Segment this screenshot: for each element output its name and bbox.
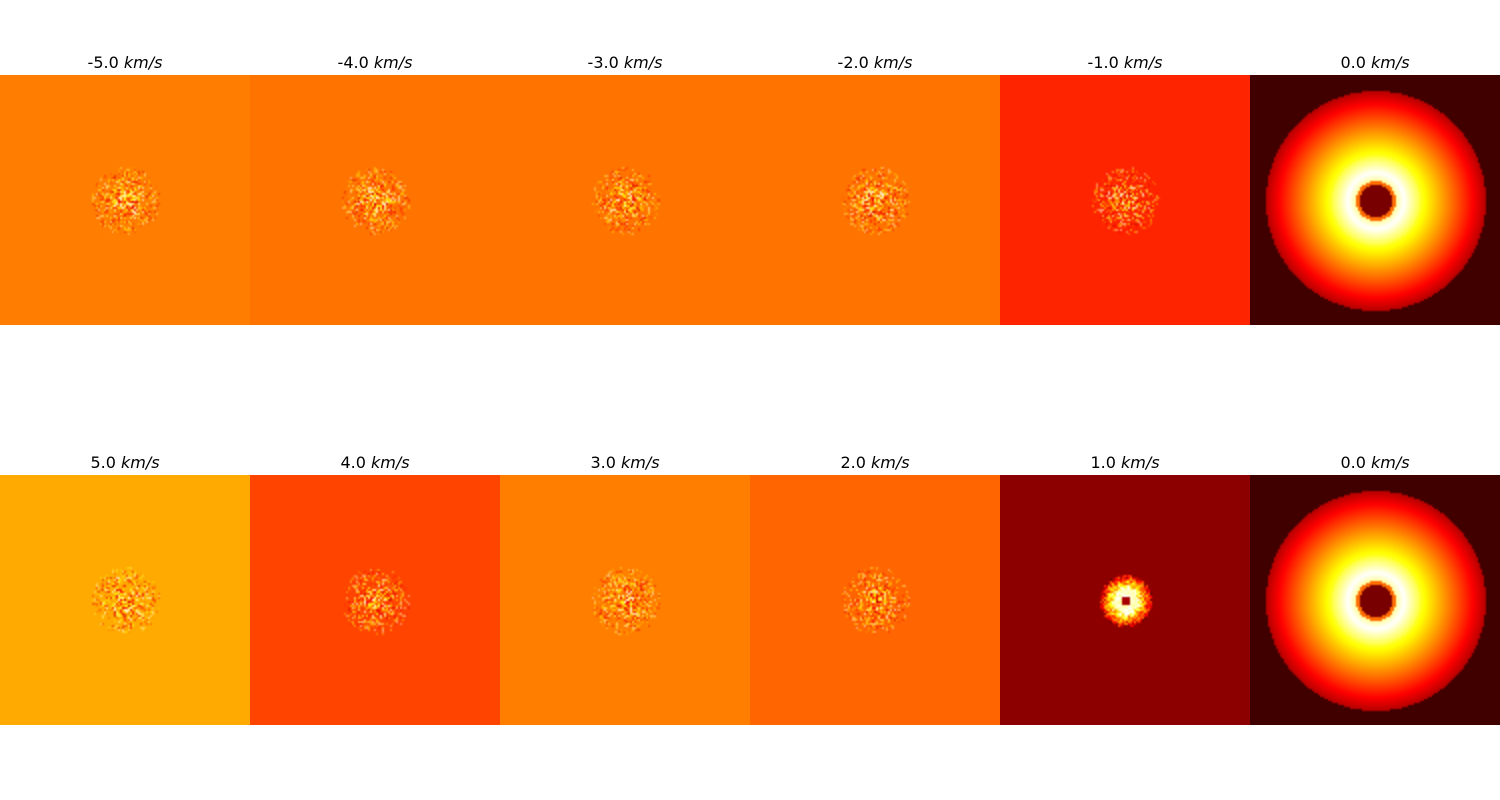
panel-row1-col4: -2.0 km/s	[750, 53, 1000, 325]
channel-image	[1250, 75, 1500, 325]
panel-row1-col6: 0.0 km/s	[1250, 53, 1500, 325]
panel-title: 0.0 km/s	[1340, 453, 1410, 472]
channel-image	[1000, 475, 1250, 725]
channel-image	[0, 75, 250, 325]
channel-image	[750, 75, 1000, 325]
panel-row2-col1: 5.0 km/s	[0, 453, 250, 725]
panel-title: 3.0 km/s	[590, 453, 660, 472]
channel-image	[1000, 75, 1250, 325]
panel-row2-col5: 1.0 km/s	[1000, 453, 1250, 725]
panel-title: -4.0 km/s	[337, 53, 413, 72]
panel-title: -5.0 km/s	[87, 53, 163, 72]
channel-image	[500, 475, 750, 725]
panel-title: 4.0 km/s	[340, 453, 410, 472]
channel-image	[1250, 475, 1500, 725]
panel-title: -2.0 km/s	[837, 53, 913, 72]
panel-row1-col3: -3.0 km/s	[500, 53, 750, 325]
panel-title: -1.0 km/s	[1087, 53, 1163, 72]
panel-title: 5.0 km/s	[90, 453, 160, 472]
panel-row2-col2: 4.0 km/s	[250, 453, 500, 725]
panel-row1-col5: -1.0 km/s	[1000, 53, 1250, 325]
channel-image	[250, 475, 500, 725]
channel-image	[500, 75, 750, 325]
panel-row2-col6: 0.0 km/s	[1250, 453, 1500, 725]
panel-row2-col3: 3.0 km/s	[500, 453, 750, 725]
channel-image	[0, 475, 250, 725]
channel-image	[750, 475, 1000, 725]
panel-title: 1.0 km/s	[1090, 453, 1160, 472]
panel-title: 0.0 km/s	[1340, 53, 1410, 72]
panel-title: -3.0 km/s	[587, 53, 663, 72]
panel-row1-col2: -4.0 km/s	[250, 53, 500, 325]
panel-title: 2.0 km/s	[840, 453, 910, 472]
panel-row1-col1: -5.0 km/s	[0, 53, 250, 325]
channel-image	[250, 75, 500, 325]
panel-row2-col4: 2.0 km/s	[750, 453, 1000, 725]
